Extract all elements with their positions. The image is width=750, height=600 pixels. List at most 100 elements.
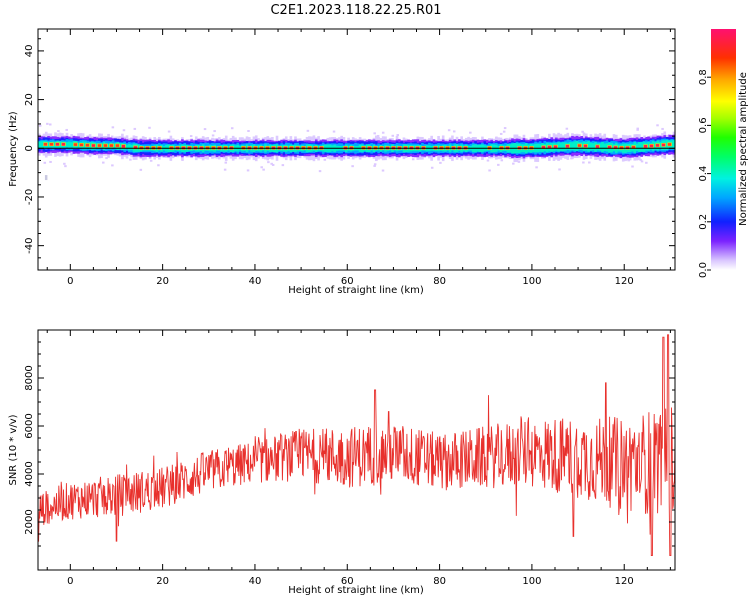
heatmap-cell xyxy=(411,158,415,161)
heatmap-cell xyxy=(601,141,604,153)
heatmap-cell xyxy=(38,124,42,127)
heatmap-cell xyxy=(247,130,250,133)
heatmap-cell xyxy=(332,130,336,133)
heatmap-cell xyxy=(351,165,354,168)
heatmap-cell xyxy=(661,143,666,147)
heatmap-cell xyxy=(499,132,503,135)
heatmap-cell xyxy=(105,157,108,160)
spectrogram-x-tick-label: 40 xyxy=(249,276,262,287)
heatmap-cell xyxy=(118,143,122,150)
heatmap-cell xyxy=(211,134,215,137)
spectrogram-y-tick-label: 0 xyxy=(24,145,35,151)
snr-x-tick-label: 60 xyxy=(341,576,354,587)
heatmap-cell xyxy=(588,161,591,164)
heatmap-cell xyxy=(667,143,672,146)
heatmap-cell xyxy=(85,143,90,147)
spectrogram-x-tick-label: 60 xyxy=(341,276,354,287)
heatmap-cell xyxy=(665,134,669,137)
heatmap-cell xyxy=(270,162,273,165)
heatmap-cell xyxy=(149,159,153,162)
heatmap-cell xyxy=(649,144,654,148)
heatmap-cell xyxy=(640,142,643,152)
heatmap-cell xyxy=(122,129,126,132)
heatmap-cell xyxy=(68,141,71,148)
heatmap-cell xyxy=(271,163,275,166)
snr-y-axis-label: SNR (10 * v/v) xyxy=(8,414,19,485)
heatmap-cell xyxy=(505,137,508,140)
heatmap-cell xyxy=(375,158,378,161)
heatmap-cell xyxy=(63,162,66,165)
heatmap-cell xyxy=(647,142,650,151)
heatmap-cell xyxy=(88,141,92,150)
heatmap-cell xyxy=(110,135,114,138)
heatmap-cell xyxy=(49,160,52,163)
heatmap-cell xyxy=(65,142,69,148)
heatmap-cell xyxy=(656,124,659,127)
spectrogram-y-tick-label: 40 xyxy=(24,45,35,58)
heatmap-cell xyxy=(111,164,114,167)
heatmap-cell xyxy=(246,169,250,172)
heatmap-cell xyxy=(561,142,565,152)
heatmap-cell xyxy=(107,143,110,149)
colorbar-tick-label: 0.0 xyxy=(698,262,709,278)
heatmap-cell xyxy=(631,145,636,149)
heatmap-cell xyxy=(447,129,451,132)
snr-x-tick-label: 100 xyxy=(522,576,541,587)
heatmap-cell xyxy=(613,146,618,149)
heatmap-cell xyxy=(97,144,102,147)
heatmap-cell xyxy=(645,161,648,164)
heatmap-cell xyxy=(133,146,138,149)
heatmap-cell xyxy=(672,140,676,150)
heatmap-cell xyxy=(655,144,660,147)
heatmap-cell xyxy=(223,168,227,171)
snr-y-tick-label: 6000 xyxy=(24,413,35,438)
heatmap-cell xyxy=(488,169,491,172)
heatmap-cell xyxy=(373,163,377,166)
heatmap-cell xyxy=(49,143,54,146)
heatmap-cell xyxy=(167,130,171,133)
colorbar-tick-label: 0.6 xyxy=(698,117,709,133)
heatmap-cell xyxy=(517,160,521,163)
heatmap-cell xyxy=(643,135,646,138)
heatmap-cell xyxy=(49,123,52,126)
heatmap-cell xyxy=(635,143,639,152)
snr-x-axis-label: Height of straight line (km) xyxy=(288,585,424,596)
heatmap-cell xyxy=(77,142,80,148)
heatmap-cell xyxy=(91,144,96,147)
heatmap-cell xyxy=(181,158,184,161)
heatmap-cell xyxy=(636,128,639,131)
heatmap-cell xyxy=(73,143,78,146)
heatmap-cell xyxy=(40,141,43,149)
heatmap-cell xyxy=(639,158,642,161)
snr-x-tick-label: 40 xyxy=(249,576,262,587)
heatmap-cell xyxy=(46,122,49,125)
colorbar-tick-label: 0.8 xyxy=(698,69,709,85)
heatmap-cell xyxy=(469,131,472,134)
heatmap-cell xyxy=(452,130,456,133)
heatmap-cell xyxy=(381,131,385,134)
heatmap-cell xyxy=(573,141,577,151)
heatmap-cell xyxy=(267,161,270,164)
heatmap-cell xyxy=(605,143,609,152)
heatmap-cell xyxy=(661,127,664,130)
spectrogram-x-tick-label: 0 xyxy=(67,276,73,287)
heatmap-cell xyxy=(95,143,99,149)
spectrogram-y-tick-label: 20 xyxy=(24,93,35,106)
spectrogram-frame xyxy=(37,28,676,271)
snr-line-layer xyxy=(38,334,676,557)
heatmap-cell xyxy=(568,142,572,151)
heatmap-cell xyxy=(103,144,108,147)
heatmap-cell xyxy=(636,127,639,130)
heatmap-cell xyxy=(64,165,67,168)
heatmap-cell xyxy=(102,161,105,164)
heatmap-cell xyxy=(638,142,641,153)
heatmap-cell xyxy=(430,166,434,169)
heatmap-cell xyxy=(391,134,395,137)
heatmap-cell xyxy=(598,143,602,151)
spectrogram-x-axis-label: Height of straight line (km) xyxy=(288,285,424,296)
snr-y-tick-label: 4000 xyxy=(24,461,35,486)
heatmap-cell xyxy=(557,142,560,152)
snr-y-tick-label: 8000 xyxy=(24,365,35,390)
heatmap-cell xyxy=(512,162,515,165)
